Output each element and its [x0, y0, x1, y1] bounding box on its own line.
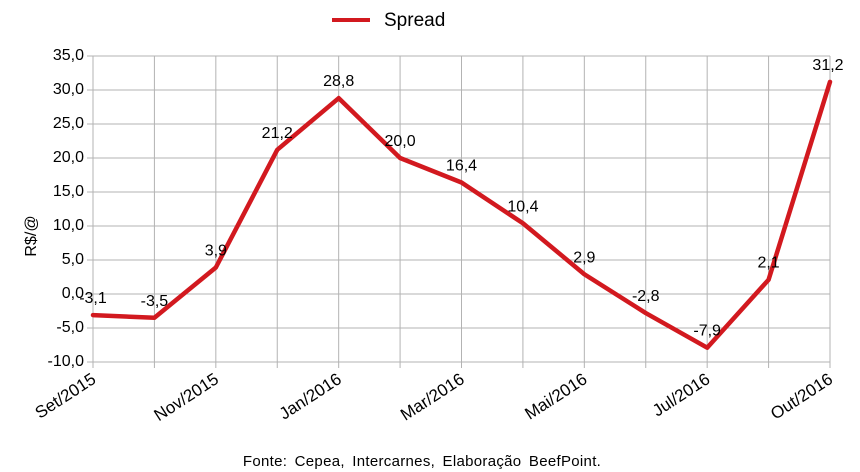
data-label: -2,8 [632, 288, 660, 305]
data-label: 31,2 [812, 57, 843, 74]
data-label: 2,9 [573, 249, 595, 266]
y-tick-label: 10,0 [53, 217, 84, 234]
series-lines [90, 79, 833, 350]
y-tick-label: 35,0 [53, 47, 84, 64]
data-label: 20,0 [385, 133, 416, 150]
series-line [90, 79, 833, 350]
y-tick-label: -5,0 [56, 319, 84, 336]
x-tick-label: Nov/2015 [151, 369, 222, 425]
x-axis-ticks: Set/2015 Nov/2015 Jan/2016 Mar/2016 Mai/2016… [32, 369, 836, 425]
y-tick-label: 0,0 [62, 285, 84, 302]
data-label: 3,9 [205, 242, 227, 259]
x-tick-label: Jan/2016 [276, 369, 345, 423]
y-axis-label: R$/@ [23, 215, 40, 256]
legend: Spread [332, 10, 445, 31]
y-tick-label: -10,0 [48, 353, 85, 370]
y-tick-label: 5,0 [62, 251, 84, 268]
data-labels: -3,1 -3,5 3,9 21,2 28,8 20,0 16,4 10,4 2,9 -2,8 -7… [79, 57, 843, 340]
data-label: 21,2 [262, 125, 293, 142]
gridlines [87, 55, 831, 368]
y-tick-label: 25,0 [53, 115, 84, 132]
source-note: Fonte: Cepea, Intercarnes, Elaboração Be… [243, 453, 601, 470]
x-tick-label: Mar/2016 [397, 369, 468, 424]
y-axis-ticks: -10,0 -5,0 0,0 5,0 10,0 15,0 20,0 25,0 30,0 35,0 [48, 47, 85, 370]
data-label: 10,4 [507, 198, 538, 215]
y-tick-label: 15,0 [53, 183, 84, 200]
x-tick-label: Mai/2016 [522, 369, 591, 423]
y-tick-label: 30,0 [53, 81, 84, 98]
legend-label: Spread [384, 10, 445, 31]
data-label: 28,8 [323, 73, 354, 90]
data-label: 16,4 [446, 157, 477, 174]
data-label: -3,5 [141, 293, 169, 310]
x-tick-label: Jul/2016 [649, 369, 713, 420]
y-tick-label: 20,0 [53, 149, 84, 166]
data-label: -7,9 [693, 323, 721, 340]
x-tick-label: Out/2016 [767, 369, 836, 423]
data-label: -3,1 [79, 290, 107, 307]
x-tick-label: Set/2015 [32, 369, 99, 422]
data-label: 2,1 [757, 255, 779, 272]
